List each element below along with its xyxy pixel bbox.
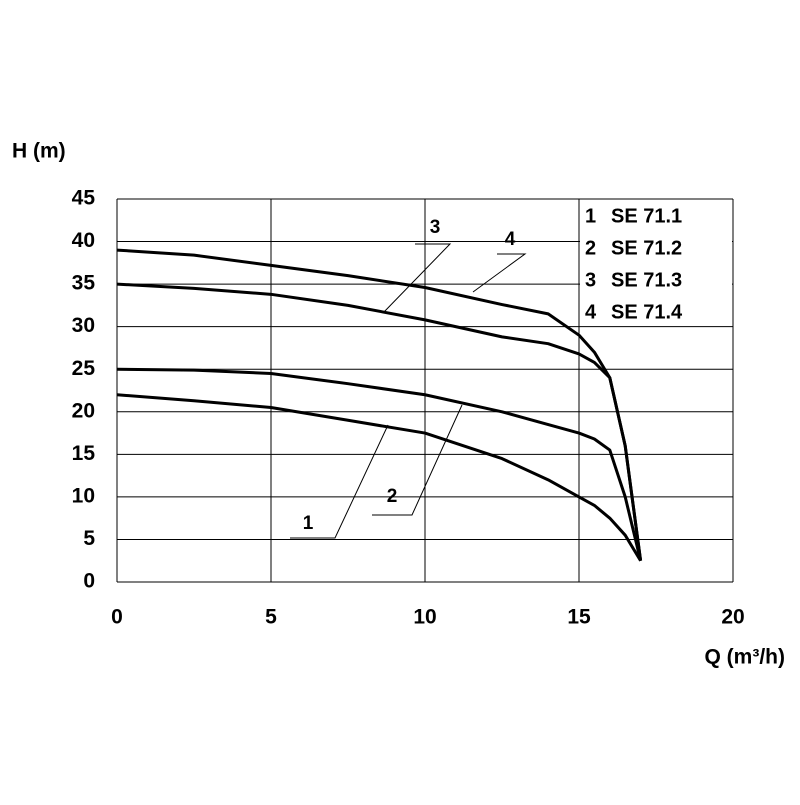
curve <box>116 393 642 562</box>
y-tick-label: 20 <box>72 399 95 422</box>
y-tick-label: 5 <box>83 527 95 550</box>
curve <box>116 367 643 562</box>
y-tick-label: 45 <box>72 187 96 210</box>
legend-number: 4 <box>585 301 597 323</box>
y-tick-label: 35 <box>72 272 96 295</box>
curve <box>116 248 643 561</box>
curve-label: 3 <box>430 217 441 238</box>
x-tick-label: 10 <box>413 606 436 629</box>
y-tick-label: 15 <box>72 442 96 465</box>
legend-number: 2 <box>585 237 596 259</box>
y-tick-label: 40 <box>72 229 95 252</box>
x-tick-label: 20 <box>721 606 744 629</box>
x-tick-label: 0 <box>111 606 123 629</box>
x-axis-label: Q (m³/h) <box>705 646 785 669</box>
legend-label: SE 71.3 <box>611 269 682 291</box>
leader-line <box>472 253 527 293</box>
legend-box <box>580 200 732 322</box>
curve-label: 1 <box>303 513 314 534</box>
legend-label: SE 71.1 <box>611 205 682 227</box>
legend-label: SE 71.2 <box>611 237 682 259</box>
leader-line <box>382 243 452 314</box>
x-tick-label: 15 <box>567 606 591 629</box>
legend-number: 3 <box>585 269 596 291</box>
leader-line <box>372 404 463 516</box>
x-tick-label: 5 <box>265 606 277 629</box>
curve-label: 2 <box>387 486 398 507</box>
y-tick-label: 0 <box>83 570 95 593</box>
y-axis-label: H (m) <box>12 140 66 163</box>
legend-label: SE 71.4 <box>611 301 683 323</box>
leader-line <box>290 424 389 539</box>
y-tick-label: 25 <box>72 357 96 380</box>
legend-number: 1 <box>585 205 596 227</box>
curve <box>116 282 643 561</box>
y-tick-label: 10 <box>72 484 95 507</box>
curve-label: 4 <box>505 229 516 250</box>
y-tick-label: 30 <box>72 314 95 337</box>
